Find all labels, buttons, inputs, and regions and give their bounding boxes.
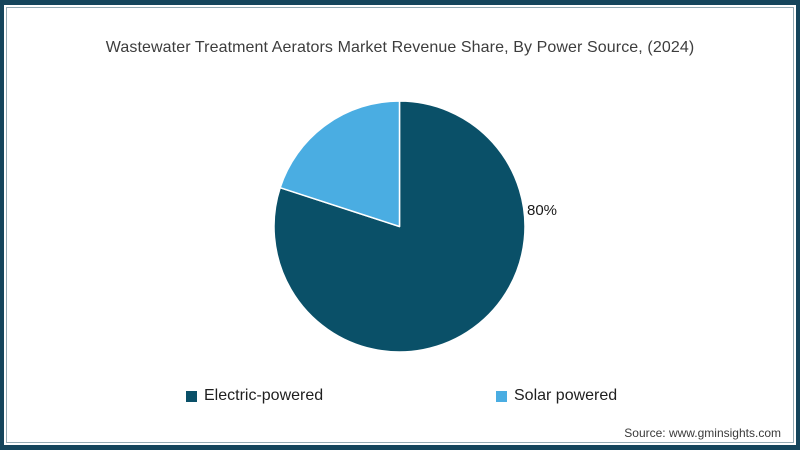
source-attribution: Source: www.gminsights.com <box>624 426 781 440</box>
chart-title: Wastewater Treatment Aerators Market Rev… <box>105 39 695 56</box>
pie-slice-electric-powered <box>273 100 526 353</box>
pie-chart-svg <box>273 100 526 353</box>
legend-label-electric-powered: Electric-powered <box>204 387 324 404</box>
legend-item-electric-powered: Electric-powered <box>186 386 323 406</box>
legend-label-solar-powered: Solar powered <box>514 387 618 404</box>
legend-swatch-solar-powered-icon <box>496 390 507 402</box>
legend-item-solar-powered: Solar powered <box>496 386 617 406</box>
pie-data-label-electric-powered: 80% <box>527 202 558 219</box>
pie-slice-solar-powered <box>279 100 401 228</box>
legend-swatch-electric-powered-icon <box>186 390 197 402</box>
pie-chart <box>273 100 526 353</box>
